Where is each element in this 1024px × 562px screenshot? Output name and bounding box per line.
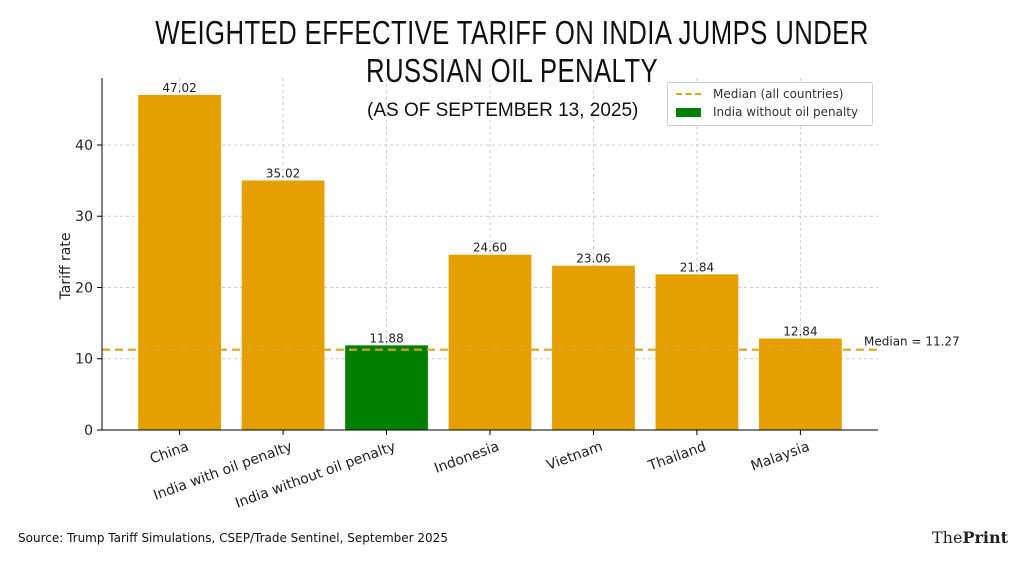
- bar: [552, 265, 635, 430]
- x-tick-label: Thailand: [645, 439, 708, 475]
- y-tick-label: 20: [75, 280, 93, 296]
- legend-label: India without oil penalty: [713, 105, 859, 119]
- x-tick-label: Indonesia: [432, 439, 501, 477]
- data-label: 24.60: [473, 241, 507, 255]
- legend-label: Median (all countries): [713, 87, 844, 101]
- legend-entry-median: Median (all countries): [676, 87, 843, 101]
- y-tick-label: 40: [75, 138, 93, 154]
- x-tick-label: Vietnam: [545, 439, 605, 474]
- legend-entry-india: India without oil penalty: [676, 105, 858, 119]
- legend: Median (all countries) India without oil…: [667, 82, 873, 126]
- bar: [241, 180, 325, 430]
- theprint-logo: ThePrint: [932, 528, 1008, 547]
- bar: [759, 338, 842, 430]
- bar: [448, 254, 532, 430]
- bar: [655, 274, 739, 430]
- data-label: 21.84: [680, 260, 714, 274]
- y-tick-label: 30: [75, 209, 93, 225]
- x-tick-label: Malaysia: [749, 439, 812, 475]
- bar: [345, 345, 428, 430]
- legend-median-swatch: [676, 93, 701, 95]
- data-label: 47.02: [162, 81, 196, 95]
- bar: [138, 94, 221, 430]
- source-note: Source: Trump Tariff Simulations, CSEP/T…: [18, 531, 448, 545]
- x-tick-label: China: [148, 439, 191, 468]
- logo-print: Print: [962, 528, 1009, 547]
- logo-the: The: [932, 528, 963, 547]
- data-label: 12.84: [783, 325, 817, 339]
- data-label: 23.06: [576, 252, 610, 266]
- data-label: 35.02: [266, 166, 300, 180]
- chart-title: WEIGHTED EFFECTIVE TARIFF ON INDIA JUMPS…: [155, 14, 869, 89]
- y-tick-label: 10: [75, 352, 93, 368]
- y-axis-label: Tariff rate: [58, 233, 74, 301]
- chart-subtitle: (AS OF SEPTEMBER 13, 2025): [367, 100, 639, 121]
- data-label: 11.88: [369, 331, 403, 345]
- median-label: Median = 11.27: [864, 335, 960, 349]
- y-tick-label: 0: [84, 423, 93, 439]
- legend-india-swatch: [676, 107, 701, 117]
